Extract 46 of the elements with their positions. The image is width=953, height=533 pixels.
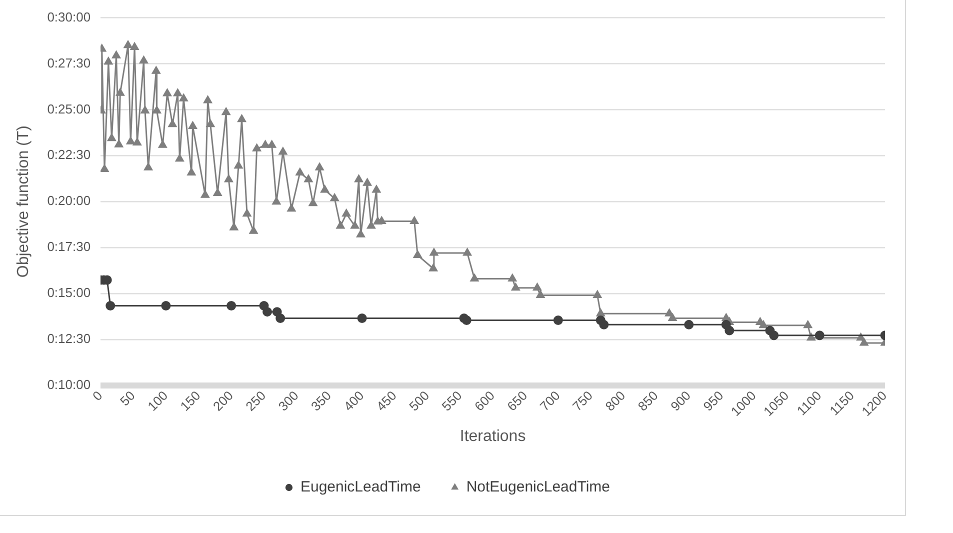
x-tick-label: 50 [117,388,138,409]
point [226,301,236,310]
x-tick-label: 700 [536,388,563,414]
legend-label: NotEugenicLeadTime [466,478,610,496]
point [769,330,779,340]
x-tick-label: 300 [275,388,302,414]
point [106,301,116,310]
x-tick-label: 850 [634,388,661,414]
y-tick-label: 0:30:00 [47,9,91,24]
y-tick-label: 0:27:30 [47,55,91,70]
x-axis-title: Iterations [460,428,526,445]
point [814,330,824,340]
x-tick-label: 150 [177,388,204,414]
x-tick-label: 500 [406,388,432,414]
point [276,314,286,323]
y-tick-label: 0:20:00 [47,193,91,208]
x-tick-label: 350 [308,388,334,414]
point [161,301,171,310]
x-tick-label: 0 [90,388,106,404]
point [599,320,609,330]
y-tick-label: 0:25:00 [47,101,91,116]
y-axis-title: Objective function (T) [15,126,32,278]
x-tick-label: 750 [570,388,596,414]
y-tick-label: 0:15:00 [47,285,91,300]
y-tick-label: 0:12:30 [47,330,91,346]
x-tick-label: 950 [700,388,726,414]
x-tick-label: 250 [242,388,269,414]
point [357,314,367,323]
point [462,316,472,326]
x-tick-label: 400 [340,388,367,414]
x-tick-label: 200 [210,388,236,414]
point [684,320,694,330]
legend-label: EugenicLeadTime [300,478,421,496]
x-tick-label: 650 [504,388,530,414]
x-tick-label: 800 [602,388,628,414]
point [553,316,563,326]
y-tick-label: 0:17:30 [47,239,91,254]
point [262,307,272,317]
x-tick-label: 100 [144,388,171,414]
y-tick-label: 0:10:00 [47,376,91,392]
x-tick-label: 900 [668,388,694,414]
y-tick-label: 0:22:30 [47,147,91,162]
point [724,326,734,336]
x-tick-label: 450 [373,388,400,414]
x-tick-label: 600 [471,388,498,414]
x-tick-label: 550 [438,388,465,414]
